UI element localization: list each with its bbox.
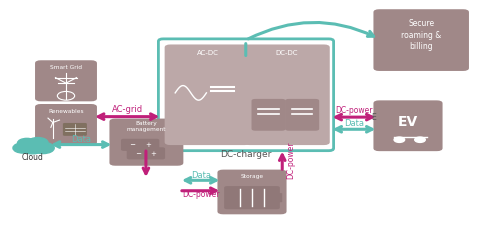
Text: ─: ─ <box>131 142 134 148</box>
Text: AC-grid: AC-grid <box>112 105 143 114</box>
FancyBboxPatch shape <box>252 99 286 131</box>
Text: DC-power: DC-power <box>182 190 219 200</box>
FancyBboxPatch shape <box>35 60 97 101</box>
Text: Smart Grid: Smart Grid <box>50 65 82 70</box>
Text: Data: Data <box>191 171 211 180</box>
Circle shape <box>415 137 425 142</box>
Text: Data: Data <box>344 119 364 128</box>
FancyBboxPatch shape <box>109 119 183 166</box>
Text: Battery
management: Battery management <box>127 121 166 132</box>
Circle shape <box>32 142 54 154</box>
Circle shape <box>394 137 405 142</box>
Circle shape <box>28 138 48 148</box>
Text: AC-DC: AC-DC <box>197 51 218 56</box>
Text: DC-power: DC-power <box>286 142 295 179</box>
Text: Secure
roaming &
billing: Secure roaming & billing <box>401 19 441 51</box>
FancyBboxPatch shape <box>244 44 330 145</box>
Text: Data: Data <box>71 135 91 144</box>
Text: +: + <box>151 151 156 156</box>
FancyBboxPatch shape <box>224 186 280 209</box>
Text: DC-charger: DC-charger <box>220 150 272 159</box>
Circle shape <box>19 140 46 154</box>
FancyBboxPatch shape <box>373 100 443 151</box>
FancyBboxPatch shape <box>373 9 469 71</box>
Text: Storage: Storage <box>240 174 264 179</box>
Circle shape <box>17 138 36 148</box>
Text: E: E <box>371 113 376 122</box>
Text: DC-DC: DC-DC <box>276 51 298 56</box>
Text: ─: ─ <box>136 151 140 156</box>
Text: +: + <box>145 142 151 148</box>
Text: DC-power: DC-power <box>335 106 372 115</box>
FancyBboxPatch shape <box>127 147 165 159</box>
FancyBboxPatch shape <box>217 170 287 214</box>
FancyBboxPatch shape <box>285 99 319 131</box>
FancyBboxPatch shape <box>121 139 159 151</box>
FancyBboxPatch shape <box>35 104 97 145</box>
Text: EV: EV <box>398 115 418 129</box>
FancyBboxPatch shape <box>158 39 334 151</box>
FancyBboxPatch shape <box>277 193 282 202</box>
Circle shape <box>13 143 33 153</box>
FancyBboxPatch shape <box>63 123 87 136</box>
Text: Renewables: Renewables <box>48 109 84 114</box>
Text: Cloud: Cloud <box>22 153 44 163</box>
FancyBboxPatch shape <box>165 44 251 145</box>
